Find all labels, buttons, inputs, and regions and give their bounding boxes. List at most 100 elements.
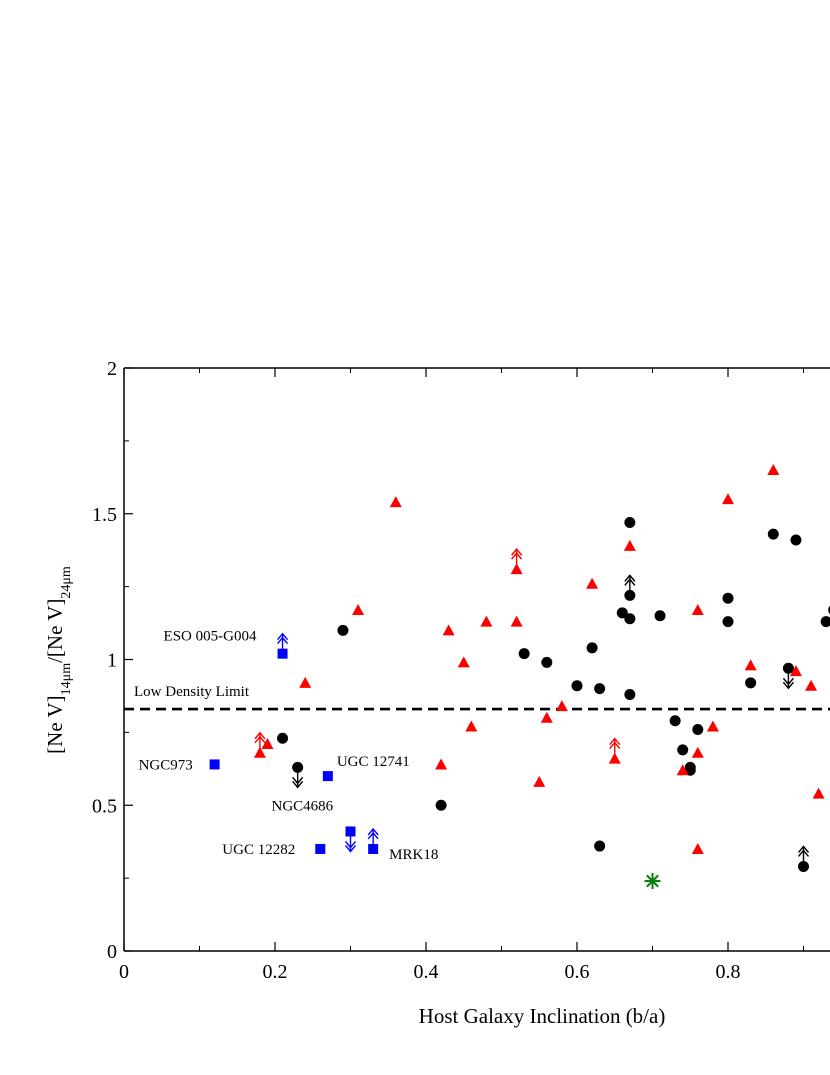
triangle-marker: [586, 577, 599, 589]
y-tick-label: 1: [107, 650, 117, 672]
triangle-marker: [608, 752, 621, 764]
y-tick-label: 0.5: [92, 795, 117, 817]
circle-marker: [669, 715, 681, 727]
triangle-marker: [812, 787, 825, 799]
triangle-marker: [691, 842, 704, 854]
low-density-limit-label: Low Density Limit: [134, 684, 250, 700]
circle-marker: [571, 680, 583, 692]
limit-head: [624, 578, 636, 586]
circle-marker: [277, 732, 289, 744]
limit-head: [511, 548, 523, 556]
limit-head: [254, 735, 266, 744]
triangle-marker: [540, 711, 553, 723]
triangle-marker: [555, 700, 568, 712]
limit-head: [782, 677, 794, 686]
circle-marker: [624, 589, 636, 601]
triangle-marker: [480, 615, 493, 627]
circle-marker: [692, 723, 704, 735]
y-tick-label: 1.5: [92, 504, 117, 526]
limit-head: [609, 737, 621, 746]
annotation-layer: NGC973 ESO 005-G004 UGC 12282 UGC 12741 NGC4…: [139, 629, 439, 863]
limit-head: [344, 845, 357, 853]
x-tick-label: 0: [119, 961, 129, 983]
x-tick-label: 0.8: [716, 961, 741, 983]
limit-head: [254, 731, 266, 740]
limit-head: [277, 636, 289, 645]
triangle-marker: [299, 676, 312, 688]
circle-marker: [594, 840, 606, 852]
triangle-marker: [435, 758, 448, 770]
limit-head: [292, 780, 304, 789]
x-axis-title: Host Galaxy Inclination (b/a): [419, 1004, 666, 1028]
triangle-marker: [510, 615, 523, 627]
limit-head: [797, 845, 810, 853]
y-axis-title-subscript: 24μm: [59, 566, 74, 599]
y-axis-title-part: /[Ne V]: [43, 599, 67, 663]
asterisk-stroke: [646, 874, 659, 888]
triangle-marker: [261, 738, 274, 750]
circle-marker: [722, 592, 734, 604]
circle-marker: [586, 642, 598, 654]
circle-marker: [790, 534, 802, 546]
reference-layer: Low Density Limit: [124, 684, 830, 711]
circle-marker: [594, 683, 606, 695]
triangle-marker: [706, 720, 719, 732]
x-tick-label: 0.6: [565, 961, 590, 983]
triangle-marker: [510, 563, 523, 575]
circle-marker: [624, 613, 636, 625]
circle-marker: [654, 610, 666, 622]
asterisk-marker: [644, 873, 661, 890]
circle-marker: [616, 607, 628, 619]
limit-head: [292, 776, 304, 785]
circle-marker: [798, 860, 809, 872]
circle-marker: [722, 616, 734, 628]
circle-marker: [624, 688, 636, 700]
circle-marker: [820, 616, 830, 628]
circle-marker: [518, 648, 530, 660]
limit-head: [797, 849, 810, 857]
triangle-marker: [533, 775, 546, 787]
point-label: ESO 005-G004: [164, 629, 257, 645]
circle-marker: [745, 677, 757, 689]
triangle-marker: [744, 659, 757, 671]
circle-marker: [292, 761, 304, 773]
triangle-marker: [352, 603, 365, 615]
point-label: UGC 12282: [222, 842, 295, 858]
triangle-marker: [442, 624, 455, 636]
point-label: MRK18: [389, 847, 438, 863]
tick-label-layer: 0 0.2 0.4 0.6 0.8 0 0.5 1 1.5 2: [92, 358, 804, 983]
triangle-marker: [767, 464, 780, 476]
axes-frame: [123, 367, 830, 952]
circle-marker: [684, 764, 696, 776]
y-axis-title-part: [Ne V]: [43, 695, 67, 754]
triangle-marker: [722, 493, 734, 505]
limit-head: [344, 841, 357, 849]
limit-head: [782, 681, 794, 690]
limit-head: [277, 632, 289, 641]
circle-marker: [337, 624, 349, 636]
square-marker: [322, 771, 333, 782]
x-tick-label: 0.2: [263, 961, 288, 983]
limit-head: [624, 574, 636, 582]
square-marker: [368, 843, 379, 854]
triangle-marker: [457, 656, 470, 668]
y-axis-title: [Ne V]14μm/[Ne V]24μm: [43, 566, 74, 754]
circle-marker: [624, 516, 636, 528]
circle-marker: [767, 528, 779, 540]
limit-head: [367, 831, 379, 840]
data-points-layer: [209, 464, 830, 890]
circle-marker: [541, 656, 553, 668]
triangle-marker: [389, 496, 402, 508]
point-label: NGC4686: [272, 798, 334, 814]
circle-marker: [677, 744, 689, 756]
triangle-marker: [691, 746, 704, 758]
triangle-marker: [253, 746, 266, 758]
point-label: NGC973: [139, 757, 193, 773]
square-marker: [315, 843, 326, 854]
point-label: UGC 12741: [337, 754, 410, 770]
y-axis-title-subscript: 14μm: [59, 663, 74, 696]
limit-head: [367, 827, 379, 836]
square-marker: [345, 826, 356, 837]
triangle-marker: [691, 603, 704, 615]
